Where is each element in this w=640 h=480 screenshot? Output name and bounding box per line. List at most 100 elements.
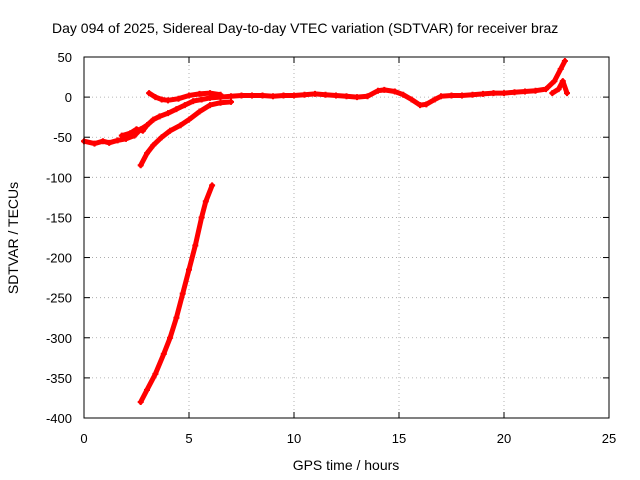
data-point-marker [354,94,360,101]
data-point-marker [118,132,125,139]
data-point-marker [480,90,486,97]
plot-area-frame [83,56,610,419]
data-point-marker [160,350,167,357]
data-point-marker [173,314,180,321]
data-point-marker [137,162,144,169]
x-axis-label: GPS time / hours [293,457,400,473]
y-tick-label: -250 [46,291,72,306]
data-point-marker [207,90,213,97]
x-tick-label: 20 [497,431,511,446]
y-tick-label: -150 [46,210,72,225]
data-point-marker [186,266,192,273]
data-point-marker [469,91,476,98]
data-point-marker [202,198,209,205]
data-point-marker [144,386,150,393]
data-point-marker [391,88,398,95]
data-point-marker [312,90,318,97]
data-point-marker [280,92,287,99]
data-point-marker [175,95,182,102]
series-track-main [81,58,568,147]
data-point-marker [190,98,197,105]
data-point-marker [501,90,507,97]
chart-title: Day 094 of 2025, Sidereal Day-to-day VTE… [52,20,558,36]
data-point-marker [165,97,171,104]
data-point-marker [438,93,444,100]
data-point-marker [186,92,192,99]
data-point-marker [417,102,423,109]
data-point-marker [364,93,371,100]
data-point-marker [291,92,297,99]
data-point-marker [144,122,150,129]
data-point-marker [423,101,430,108]
y-tick-label: 50 [58,50,72,65]
y-tick-label: 0 [65,90,72,105]
x-tick-label: 25 [602,431,616,446]
y-tick-label: -350 [46,371,72,386]
data-point-marker [561,58,568,65]
data-point-marker [559,78,566,85]
data-point-marker [152,370,159,377]
data-point-marker [177,122,184,129]
data-point-marker [511,89,518,96]
data-point-marker [179,290,186,297]
data-point-marker [196,108,203,115]
data-point-marker [146,90,153,97]
data-point-marker [186,116,192,123]
data-point-marker [532,87,539,94]
data-point-marker [448,92,455,99]
data-point-marker [408,96,415,103]
x-tick-label: 15 [392,431,406,446]
series-layer [81,58,570,405]
data-point-marker [400,91,407,98]
data-point-marker [522,88,528,95]
grid-layer [84,57,609,418]
data-point-marker [459,92,465,99]
data-point-marker [198,96,205,103]
data-point-marker [249,92,255,99]
data-point-marker [165,110,171,117]
data-point-marker [114,137,121,144]
x-tick-label: 0 [80,431,87,446]
data-point-marker [192,242,199,249]
data-point-marker [543,86,549,93]
data-point-marker [150,142,157,149]
data-point-marker [167,127,174,134]
data-point-marker [137,398,144,405]
data-point-marker [557,66,564,73]
data-point-marker [158,96,165,103]
data-point-marker [198,214,205,221]
y-axis-label: SDTVAR / TECUs [5,182,21,294]
data-point-marker [217,91,224,98]
data-point-marker [333,92,339,99]
data-point-marker [209,182,216,189]
data-point-marker [196,90,203,97]
data-point-marker [133,126,140,133]
x-tick-label: 10 [287,431,301,446]
data-point-marker [228,93,234,100]
data-point-marker [106,139,113,146]
data-point-marker [181,102,188,109]
data-point-marker [217,99,224,106]
data-point-marker [127,130,134,137]
series-track-lower-arc [138,99,234,168]
data-point-marker [207,102,213,109]
data-point-marker [549,90,556,97]
data-point-marker [91,140,98,147]
data-point-marker [139,127,146,134]
data-point-marker [270,93,276,100]
series-track-end-spike [549,78,570,96]
data-point-marker [173,106,180,113]
data-point-marker [158,134,165,141]
data-point-marker [99,138,106,145]
data-point-marker [375,87,381,94]
data-point-marker [343,93,350,100]
data-point-marker [259,92,266,99]
x-tick-label: 5 [185,431,192,446]
y-tick-label: -400 [46,411,72,426]
data-point-marker [301,91,308,98]
data-point-marker [228,98,234,105]
y-tick-label: -100 [46,170,72,185]
data-point-marker [156,113,163,120]
